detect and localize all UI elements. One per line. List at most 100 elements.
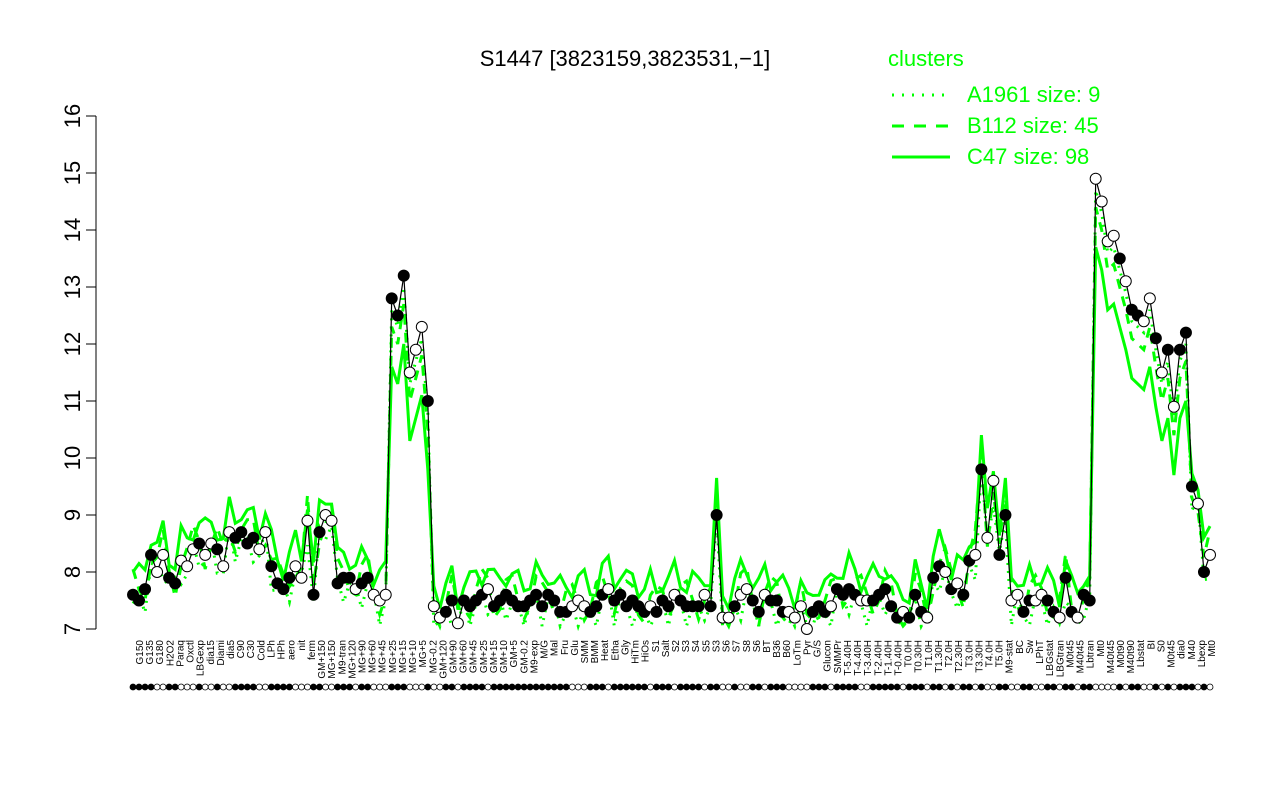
- x-tick-label: M40: [1187, 640, 1198, 660]
- strip-marker: [971, 683, 979, 691]
- strip-marker: [580, 683, 588, 691]
- data-point: [1059, 571, 1072, 584]
- strip-marker: [280, 683, 287, 691]
- data-point: [788, 611, 801, 624]
- strip-marker: [755, 683, 763, 691]
- strip-marker: [1086, 683, 1094, 691]
- x-tick-label: T0.0H: [904, 640, 915, 667]
- strip-marker: [863, 683, 871, 691]
- x-tick-label: GM+15: [489, 640, 500, 674]
- x-tick-label: Lbstat: [1136, 640, 1147, 667]
- x-tick-label: ferm: [307, 640, 318, 660]
- data-point: [133, 594, 146, 607]
- data-point: [379, 588, 392, 601]
- data-point: [295, 571, 308, 584]
- chart-title: S1447 [3823159,3823531,−1]: [480, 46, 771, 71]
- strip-marker: [237, 683, 245, 691]
- strip-marker: [382, 683, 390, 691]
- strip-marker: [1092, 683, 1100, 691]
- data-point: [1143, 292, 1156, 305]
- strip-marker: [129, 683, 137, 691]
- x-tick-label: M9-exp: [529, 640, 540, 674]
- strip-marker: [725, 683, 733, 691]
- strip-marker: [1104, 683, 1112, 691]
- data-point: [722, 611, 735, 624]
- strip-marker: [183, 683, 191, 691]
- strip-marker: [496, 683, 504, 691]
- x-tick-label: S8: [742, 640, 753, 653]
- data-point: [1191, 497, 1204, 510]
- x-tick-label: GM+5: [509, 640, 520, 668]
- x-tick-label: MG+45: [378, 640, 389, 674]
- strip-marker: [1116, 683, 1124, 691]
- data-point: [969, 548, 982, 561]
- x-tick-label: LoTm: [792, 640, 803, 666]
- x-tick-label: Mt0: [1096, 640, 1107, 657]
- strip-marker: [304, 683, 311, 691]
- x-tick-label: GM+90: [449, 640, 460, 674]
- data-point: [409, 343, 422, 356]
- data-point: [259, 526, 272, 539]
- x-tick-label: HPh: [277, 640, 288, 659]
- data-point: [909, 588, 922, 601]
- data-point: [481, 583, 494, 596]
- strip-marker: [659, 683, 666, 691]
- y-tick-label: 13: [60, 275, 85, 299]
- data-point: [1155, 366, 1168, 379]
- strip-marker: [1062, 683, 1069, 691]
- x-tick-label: T3.0H: [964, 640, 975, 667]
- x-tick-label: T2.0H: [944, 640, 955, 667]
- strip-marker: [1038, 683, 1045, 691]
- strip-marker: [1170, 683, 1178, 691]
- x-tick-label: MG+25: [388, 640, 399, 674]
- data-point: [139, 583, 152, 596]
- data-point: [247, 531, 260, 544]
- strip-marker: [1200, 683, 1208, 691]
- strip-marker: [743, 683, 751, 691]
- strip-marker: [261, 683, 269, 691]
- strip-marker: [219, 683, 227, 691]
- strip-marker: [316, 683, 323, 691]
- strip-marker: [274, 683, 281, 691]
- strip-marker: [947, 683, 955, 691]
- strip-marker: [298, 683, 305, 691]
- strip-marker: [737, 683, 745, 691]
- legend: clusters A1961 size: 9 B112 size: 45 C47…: [888, 46, 1100, 169]
- x-tick-label: GM+45: [469, 640, 480, 674]
- strip-marker: [707, 683, 715, 691]
- strip-marker: [671, 683, 678, 691]
- strip-marker: [647, 683, 654, 691]
- strip-marker: [201, 683, 209, 691]
- strip-marker: [1080, 683, 1088, 691]
- x-tick-label: MG+150: [327, 640, 338, 679]
- data-point: [975, 463, 988, 476]
- data-point: [752, 605, 765, 618]
- x-tick-label: GM+150: [317, 640, 328, 679]
- x-tick-label: HiOs: [641, 640, 652, 662]
- strip-marker: [610, 683, 618, 691]
- strip-marker: [616, 683, 624, 691]
- strip-marker: [436, 683, 444, 691]
- x-tick-label: SMM: [580, 640, 591, 663]
- data-point: [824, 600, 837, 613]
- x-tick-label: S3: [712, 640, 723, 653]
- x-tick-label: Lbexp: [1197, 640, 1208, 668]
- data-point: [439, 605, 452, 618]
- data-point: [157, 548, 170, 561]
- strip-marker: [875, 683, 883, 691]
- strip-marker: [1098, 683, 1106, 691]
- strip-marker: [1128, 683, 1136, 691]
- data-point: [397, 269, 410, 282]
- data-point: [993, 548, 1006, 561]
- x-tick-label: LPh: [267, 640, 278, 658]
- strip-marker: [665, 683, 672, 691]
- x-tick-label: SMMPr: [833, 639, 844, 673]
- data-point: [921, 611, 934, 624]
- x-tick-label: MG+5: [418, 640, 429, 668]
- strip-marker: [965, 683, 973, 691]
- strip-marker: [207, 683, 215, 691]
- strip-marker: [376, 683, 384, 691]
- strip-marker: [977, 683, 985, 691]
- x-tick-label: S3: [681, 640, 692, 653]
- data-point: [253, 543, 266, 556]
